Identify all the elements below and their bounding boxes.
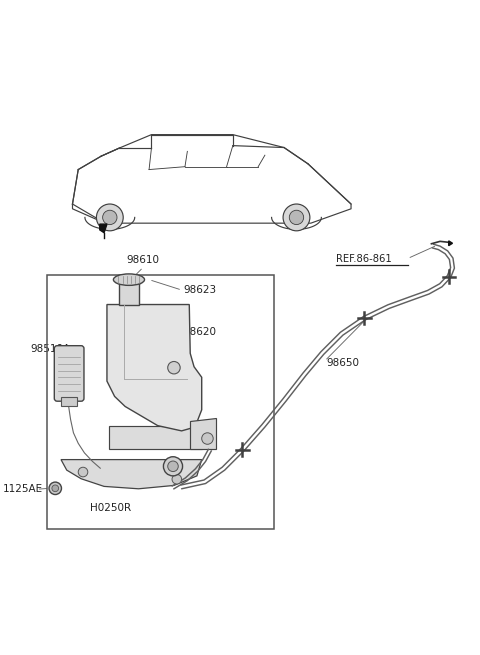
Ellipse shape bbox=[113, 274, 144, 286]
Polygon shape bbox=[61, 460, 202, 489]
Text: 1125AE: 1125AE bbox=[3, 484, 43, 495]
Text: REF.86-861: REF.86-861 bbox=[336, 253, 392, 263]
Circle shape bbox=[49, 482, 61, 495]
Circle shape bbox=[202, 433, 213, 444]
Text: 98620: 98620 bbox=[183, 328, 216, 337]
Text: 98520C: 98520C bbox=[136, 469, 177, 479]
Polygon shape bbox=[449, 241, 453, 246]
Circle shape bbox=[172, 474, 181, 484]
Text: H0250R: H0250R bbox=[90, 504, 132, 514]
Text: 98650: 98650 bbox=[326, 358, 359, 368]
Polygon shape bbox=[109, 426, 202, 449]
Circle shape bbox=[78, 467, 88, 477]
Polygon shape bbox=[190, 419, 216, 449]
Circle shape bbox=[96, 204, 123, 231]
Polygon shape bbox=[120, 282, 140, 305]
Circle shape bbox=[168, 362, 180, 374]
Polygon shape bbox=[107, 305, 202, 431]
Circle shape bbox=[163, 457, 182, 476]
Text: 98510A: 98510A bbox=[30, 344, 71, 354]
Circle shape bbox=[168, 461, 178, 472]
Circle shape bbox=[283, 204, 310, 231]
Text: 98610: 98610 bbox=[127, 255, 160, 265]
Circle shape bbox=[52, 485, 59, 492]
Circle shape bbox=[103, 210, 117, 225]
FancyBboxPatch shape bbox=[54, 346, 84, 402]
FancyBboxPatch shape bbox=[61, 397, 77, 407]
Polygon shape bbox=[100, 224, 107, 233]
Text: 98623: 98623 bbox=[183, 285, 216, 295]
Circle shape bbox=[289, 210, 304, 225]
